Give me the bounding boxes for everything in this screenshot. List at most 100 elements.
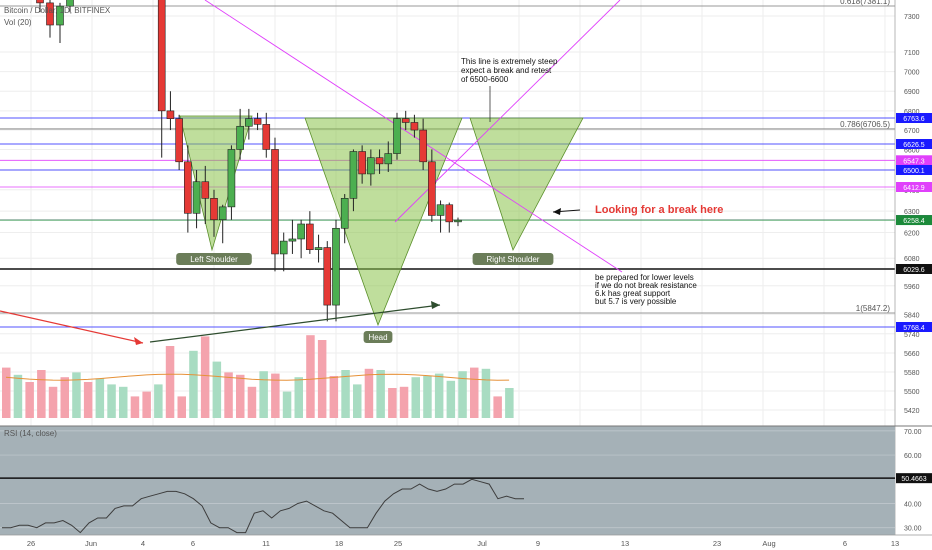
volume-bar: [212, 361, 222, 418]
volume-bar: [423, 376, 432, 418]
candle-body: [279, 240, 288, 255]
volume-bar: [2, 367, 11, 418]
price-label-bg: [896, 139, 932, 149]
price-tick-label: 6300: [904, 209, 920, 216]
volume-bar: [317, 340, 327, 418]
candle-body: [401, 118, 410, 123]
fib-label: 0.786(6706.5): [840, 120, 890, 129]
break-arrow-head: [553, 208, 561, 215]
price-tick-label: 6800: [904, 109, 920, 116]
price-label-bg: [896, 165, 932, 175]
support-line: [149, 304, 441, 343]
volume-bar: [142, 391, 151, 418]
time-tick-label: 6: [843, 539, 847, 548]
price-label-bg: [896, 155, 932, 166]
volume-bar: [130, 396, 140, 418]
rsi-title: RSI (14, close): [4, 429, 57, 438]
time-tick-label: 25: [394, 539, 402, 548]
time-tick-label: 26: [27, 539, 35, 548]
volume-bar: [341, 370, 350, 418]
volume-bar: [119, 386, 128, 418]
candle-body: [166, 110, 175, 119]
candle-body: [314, 247, 323, 250]
price-tick-label: 6200: [904, 231, 920, 238]
candle-body: [271, 149, 279, 255]
candle-body: [253, 118, 262, 125]
volume-bar: [25, 382, 34, 418]
price-label-bg: [896, 215, 932, 226]
candle-body: [384, 153, 393, 165]
price-label: 5768.4: [903, 325, 925, 332]
steep-note-line: of 6500-6600: [461, 75, 509, 84]
candle-body: [46, 2, 54, 26]
volume-bar: [282, 391, 292, 418]
price-axis-bg: [895, 0, 932, 550]
price-tick-label: 7100: [904, 50, 920, 57]
time-tick-label: Jul: [477, 539, 487, 548]
price-tick-label: 7300: [904, 14, 920, 21]
price-tick-label: 5500: [904, 389, 920, 396]
time-tick-label: 9: [536, 539, 540, 548]
candle-body: [297, 223, 305, 240]
price-label: 6258.4: [903, 218, 925, 225]
price-label: 6029.6: [903, 267, 925, 274]
lower-levels-note-line: but 5.7 is very possible: [595, 297, 677, 306]
volume-bar: [446, 380, 456, 418]
price-label: 6412.9: [903, 185, 925, 192]
candle-body: [332, 227, 340, 306]
candle-body: [393, 118, 401, 154]
time-tick-label: 4: [141, 539, 145, 548]
price-tick-label: 5580: [904, 370, 920, 377]
candle-body: [419, 129, 427, 163]
candle-body: [157, 0, 166, 112]
break-note: Looking for a break here: [595, 204, 723, 216]
candle-body: [36, 0, 44, 4]
volume-bar: [37, 370, 46, 418]
candle-body: [367, 157, 375, 175]
volume-bar: [434, 373, 444, 418]
price-tick-label: 5740: [904, 332, 920, 339]
volume-bar: [259, 371, 268, 418]
candle-body: [306, 223, 314, 250]
rsi-tick-label: 30.00: [904, 526, 922, 533]
candle-body: [262, 124, 271, 150]
price-label-bg: [896, 182, 932, 192]
price-tick-label: 5420: [904, 408, 920, 415]
volume-bar: [505, 388, 514, 418]
volume-bar: [458, 371, 467, 418]
rsi-value-bg: [896, 473, 932, 484]
volume-bar: [165, 346, 175, 418]
volume-bar: [189, 350, 198, 418]
volume-bar: [364, 368, 374, 418]
pink-trendline: [204, 0, 623, 273]
candle-body: [210, 198, 218, 221]
price-tick-label: 5840: [904, 312, 920, 319]
steep-note-line: expect a break and retest: [461, 66, 552, 75]
volume-title: Vol (20): [4, 18, 32, 27]
rsi-value-label: 50.4663: [901, 476, 926, 483]
head-label-bg: [363, 331, 393, 343]
volume-bar: [236, 374, 245, 418]
volume-bar: [200, 336, 210, 418]
candle-body: [375, 157, 384, 165]
volume-bar: [399, 386, 409, 418]
fib-label: 1(5847.2): [856, 304, 891, 313]
volume-bar: [48, 386, 58, 418]
candle-body: [245, 118, 253, 127]
price-tick-label: 6900: [904, 89, 920, 96]
volume-bar: [470, 367, 479, 418]
time-tick-label: Jun: [85, 539, 97, 548]
candle-body: [56, 5, 64, 26]
candle-body: [323, 247, 332, 306]
volume-bar: [224, 372, 233, 418]
price-tick-label: 6600: [904, 147, 920, 154]
lower-levels-note-line: 6.k has great support: [595, 289, 671, 298]
right-shoulder-label: Right Shoulder: [487, 255, 540, 264]
price-tick-label: 7000: [904, 70, 920, 77]
candle-body: [454, 219, 462, 223]
price-tick-label: 5660: [904, 351, 920, 358]
rsi-tick-label: 70.00: [904, 429, 922, 436]
volume-bar: [294, 377, 303, 418]
